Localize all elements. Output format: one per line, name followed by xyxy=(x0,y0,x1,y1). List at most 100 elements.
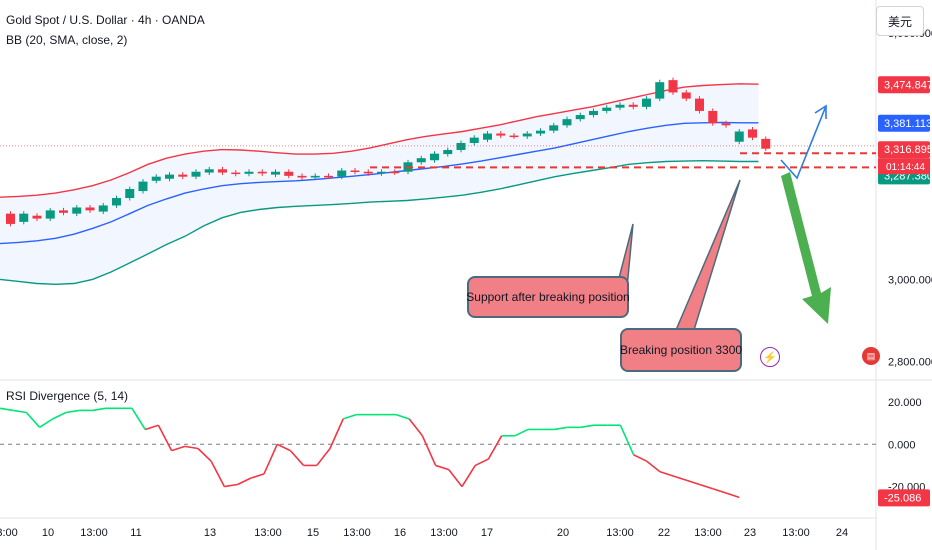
us-flag-icon[interactable]: ▤ xyxy=(862,347,880,365)
candle xyxy=(19,213,29,222)
candle xyxy=(324,175,333,178)
rsi-segment xyxy=(289,450,305,466)
time-tick-label: 13:00 xyxy=(782,527,810,539)
rsi-segment xyxy=(659,471,674,477)
projection-arrows xyxy=(780,104,831,324)
candle xyxy=(615,104,625,108)
rsi-segment xyxy=(395,413,410,420)
candle xyxy=(430,153,439,161)
rsi-segment xyxy=(92,407,106,412)
time-tick-label: 15 xyxy=(307,527,319,539)
candle xyxy=(178,174,188,177)
rsi-segment xyxy=(686,479,700,486)
candle xyxy=(112,198,121,206)
time-tick-label: 13:00 xyxy=(0,527,18,539)
candle xyxy=(642,98,651,107)
candle xyxy=(191,171,201,177)
rsi-segment xyxy=(210,460,226,487)
bb-indicator-title[interactable]: BB (20, SMA, close, 2) xyxy=(6,33,128,47)
rsi-segment xyxy=(250,473,265,479)
rsi-indicator-title[interactable]: RSI Divergence (5, 14) xyxy=(6,389,129,403)
time-tick-label: 11 xyxy=(130,527,141,539)
rsi-label-bg xyxy=(878,489,930,507)
time-tick-label: 13:00 xyxy=(80,527,108,539)
candle xyxy=(337,170,347,177)
time-tick-label: 13 xyxy=(204,527,216,539)
time-tick-label: 20 xyxy=(557,527,569,539)
candle xyxy=(748,129,757,138)
rsi-segment xyxy=(435,464,450,471)
breaking-annotation[interactable]: Breaking position 3300 xyxy=(620,328,742,372)
candle xyxy=(165,174,174,179)
candle xyxy=(85,207,95,211)
rsi-tick-label: 20.000 xyxy=(888,397,922,409)
price-label-bg xyxy=(878,114,930,132)
candle xyxy=(536,130,545,134)
candle xyxy=(734,131,744,142)
bb-basis-line xyxy=(0,121,759,245)
rsi-segment xyxy=(197,447,212,462)
candle xyxy=(469,137,479,143)
candle xyxy=(257,171,267,174)
candle xyxy=(483,133,492,140)
candle xyxy=(695,98,704,111)
candle xyxy=(204,169,214,173)
price-label-bg xyxy=(878,76,930,94)
rsi-segment xyxy=(184,445,199,450)
candle xyxy=(350,170,360,173)
bb-fill xyxy=(0,83,759,285)
time-tick-label: 17 xyxy=(481,527,493,539)
countdown-bg xyxy=(878,158,930,175)
candle xyxy=(310,175,320,178)
price-label-bg xyxy=(878,141,930,159)
time-tick-label: 16 xyxy=(394,527,406,539)
lightning-icon[interactable]: ⚡ xyxy=(760,347,780,367)
candles xyxy=(6,77,771,227)
candle xyxy=(496,133,506,136)
candle xyxy=(416,158,426,163)
chart-symbol-title[interactable]: Gold Spot / U.S. Dollar · 4h · OANDA xyxy=(6,13,205,27)
candle xyxy=(761,138,771,149)
rsi-segment xyxy=(65,409,80,414)
rsi-segment xyxy=(171,445,186,452)
candle xyxy=(628,104,638,107)
rsi-last-label: -25.086 xyxy=(884,492,921,504)
candle xyxy=(549,125,559,131)
candle xyxy=(297,175,307,178)
candle xyxy=(271,171,280,175)
candle xyxy=(655,82,665,99)
candle xyxy=(72,207,82,214)
price-tick-label: 3,000.000 xyxy=(888,274,932,286)
rsi-segment xyxy=(25,411,41,428)
time-tick-label: 13:00 xyxy=(343,527,371,539)
support-annotation[interactable]: Support after breaking position xyxy=(466,276,630,318)
price-label: 3,316.895 xyxy=(884,144,932,156)
rsi-pane xyxy=(0,407,876,499)
time-tick-label: 13:00 xyxy=(254,527,282,539)
rsi-segment xyxy=(672,475,687,482)
rsi-segment xyxy=(646,460,661,473)
candle xyxy=(138,181,148,192)
time-tick-label: 24 xyxy=(836,527,848,539)
rsi-segment xyxy=(725,492,740,499)
candle xyxy=(32,215,42,219)
rsi-segment xyxy=(474,458,489,467)
candle xyxy=(522,133,532,137)
candle xyxy=(151,176,161,181)
candle xyxy=(443,149,453,155)
candle xyxy=(575,115,585,120)
up-arrow-head xyxy=(814,104,827,119)
rsi-segment xyxy=(13,409,27,414)
currency-button[interactable]: 美元 xyxy=(876,6,924,36)
rsi-tick-label: 0.000 xyxy=(888,439,916,451)
bb-upper-line xyxy=(0,83,759,198)
candle xyxy=(363,171,373,174)
rsi-segment xyxy=(329,418,344,449)
axes: 3,600.0003,000.0002,800.0003,474.8473,38… xyxy=(0,28,932,539)
price-label: 3,474.847 xyxy=(884,79,932,91)
rsi-segment xyxy=(39,418,54,429)
breaking-callout-pointer xyxy=(674,179,741,331)
rsi-segment xyxy=(619,424,635,456)
